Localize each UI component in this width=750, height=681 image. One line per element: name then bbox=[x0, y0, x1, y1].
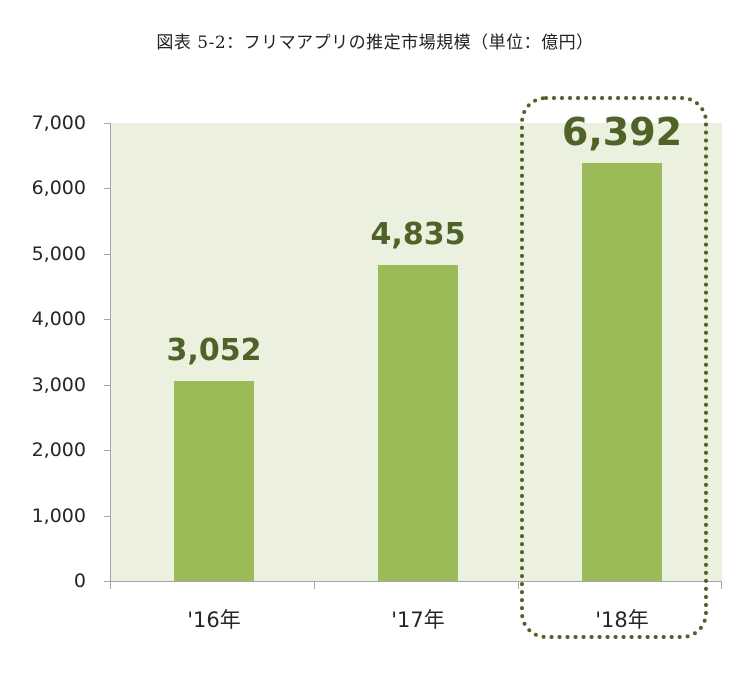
y-tick-label: 5,000 bbox=[31, 243, 86, 265]
y-tick-label: 4,000 bbox=[31, 308, 86, 330]
y-axis-line bbox=[110, 123, 111, 582]
y-tick-label: 6,000 bbox=[31, 177, 86, 199]
y-tick-label: 2,000 bbox=[31, 439, 86, 461]
value-label-2016: 3,052 bbox=[166, 333, 262, 368]
y-tick bbox=[104, 254, 111, 255]
x-tick bbox=[314, 581, 315, 589]
x-label-2016: '16年 bbox=[187, 608, 241, 632]
y-tick-label: 3,000 bbox=[31, 374, 86, 396]
bar-2016 bbox=[174, 381, 254, 581]
x-label-2018: '18年 bbox=[595, 608, 649, 632]
value-label-2017: 4,835 bbox=[370, 217, 466, 252]
y-tick-label: 0 bbox=[73, 570, 86, 592]
chart-title: 図表 5-2：フリマアプリの推定市場規模（単位：億円） bbox=[156, 33, 594, 53]
bar-2018 bbox=[582, 163, 662, 581]
x-label-2017: '17年 bbox=[391, 608, 445, 632]
x-tick bbox=[110, 581, 111, 589]
y-tick bbox=[104, 123, 111, 124]
x-tick bbox=[721, 581, 722, 589]
x-tick bbox=[518, 581, 519, 589]
value-label-2018: 6,392 bbox=[561, 110, 683, 154]
x-axis-line bbox=[104, 581, 722, 582]
highlight-box-2018 bbox=[520, 96, 708, 639]
y-tick bbox=[104, 319, 111, 320]
y-tick bbox=[104, 450, 111, 451]
y-tick-label: 7,000 bbox=[31, 112, 86, 134]
bar-2017 bbox=[378, 265, 458, 581]
y-tick bbox=[104, 385, 111, 386]
y-tick-label: 1,000 bbox=[31, 505, 86, 527]
y-tick bbox=[104, 516, 111, 517]
y-tick bbox=[104, 188, 111, 189]
